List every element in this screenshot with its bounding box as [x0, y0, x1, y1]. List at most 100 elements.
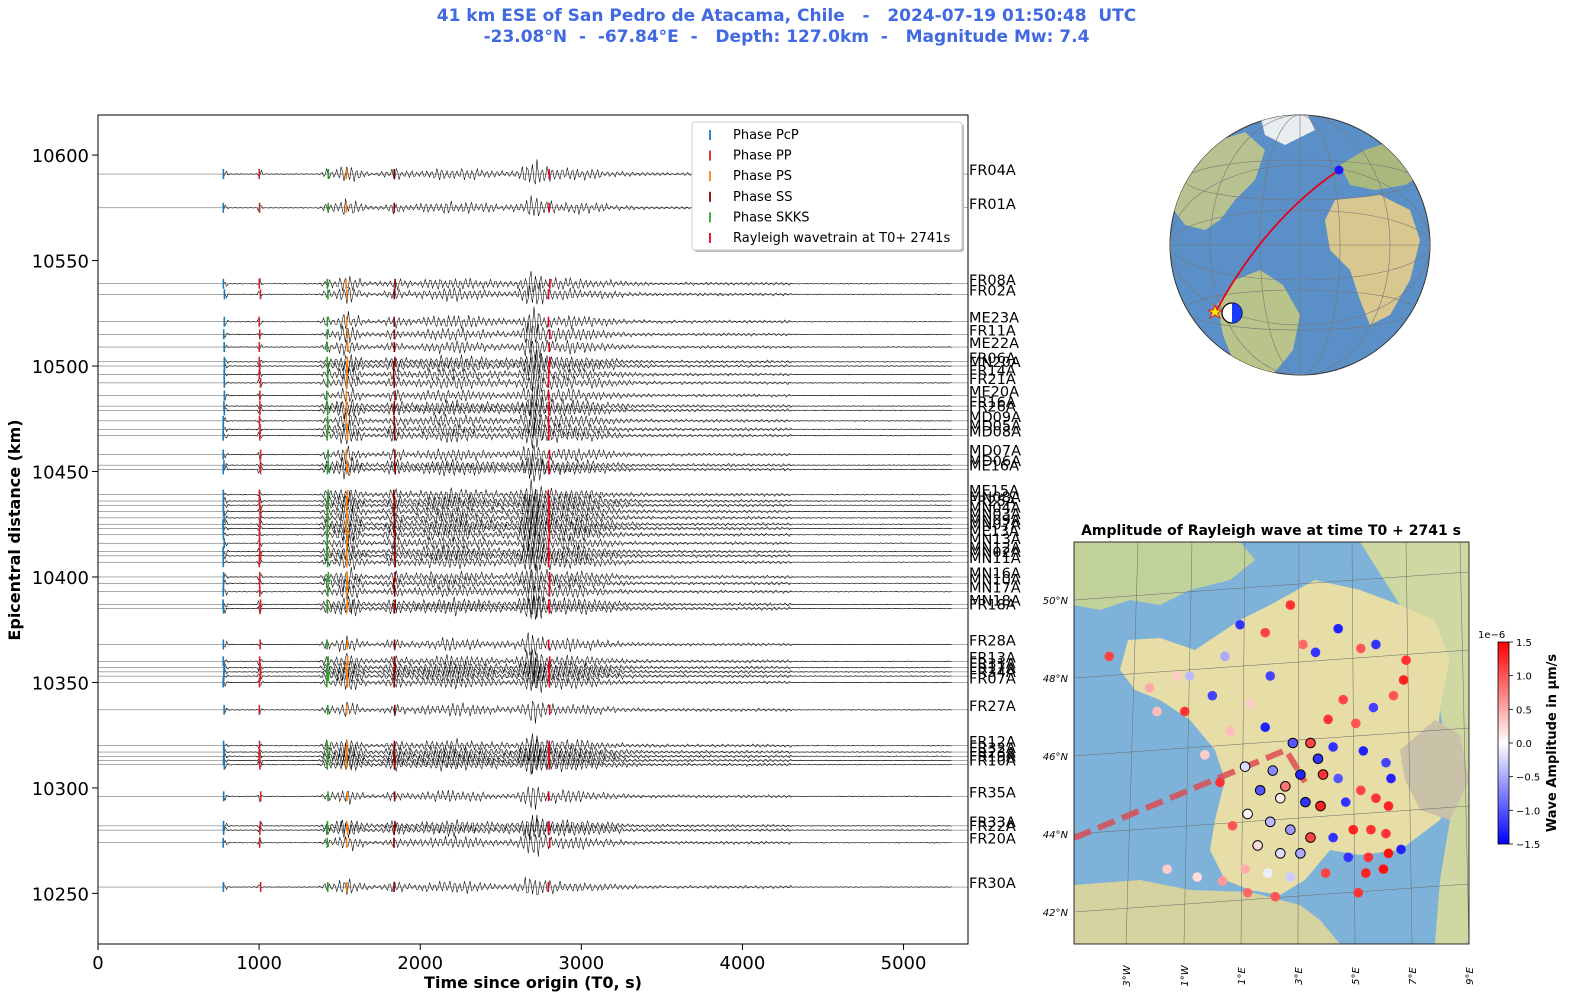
- x-tick-label: 3000: [558, 953, 604, 974]
- seismic-trace: [223, 460, 952, 482]
- focal-mechanism-fill: [1232, 303, 1242, 323]
- station-amplitude-dot: [1348, 824, 1359, 835]
- station-amplitude-dot: [1350, 718, 1361, 729]
- station-label: FR23A: [969, 745, 1016, 761]
- station-label: ME15A: [969, 484, 1019, 500]
- station-amplitude-dot: [1242, 887, 1253, 898]
- y-axis-label: Epicentral distance (km): [5, 419, 24, 640]
- map-frame: [1073, 541, 1470, 945]
- station-label: FR19A: [969, 749, 1016, 765]
- seismic-trace: [223, 511, 952, 540]
- seismic-trace: [223, 281, 952, 305]
- station-label: FR01A: [969, 197, 1016, 213]
- latitude-label: 46°N: [1043, 752, 1069, 763]
- station-amplitude-dot: [1368, 702, 1379, 713]
- station-amplitude-dot: [1315, 800, 1326, 812]
- station-amplitude-dot: [1383, 848, 1394, 859]
- seismic-trace: [223, 444, 952, 467]
- station-label: MN07A: [969, 517, 1021, 533]
- station-label: MN18A: [969, 593, 1021, 609]
- colorbar-tick-label: 0.5: [1516, 705, 1532, 716]
- station-label: FR28A: [969, 633, 1016, 649]
- y-tick-label: 10600: [32, 146, 89, 167]
- seismic-trace: [223, 542, 952, 568]
- station-label: FR11A: [969, 323, 1016, 339]
- seismic-trace: [223, 834, 952, 857]
- station-amplitude-dot: [1383, 801, 1394, 811]
- station-amplitude-dot: [1267, 765, 1279, 776]
- station-label: FR20A: [969, 832, 1016, 848]
- seismic-trace: [223, 321, 952, 350]
- station-label: FR13A: [969, 650, 1016, 666]
- x-tick-label: 4000: [720, 953, 766, 974]
- station-amplitude-dot: [1378, 864, 1389, 874]
- station-label: FR26A: [969, 399, 1016, 415]
- station-label: FR16A: [969, 395, 1016, 411]
- station-amplitude-dot: [1358, 746, 1369, 756]
- station-label: MD08A: [969, 425, 1021, 441]
- x-tick-label: 5000: [881, 953, 927, 974]
- station-amplitude-dot: [1242, 808, 1253, 820]
- seismic-trace: [223, 525, 952, 546]
- seismic-trace: [223, 501, 952, 525]
- station-amplitude-dot: [1353, 887, 1364, 898]
- legend-entry: Phase SS: [733, 190, 792, 205]
- station-label: FR12A: [969, 735, 1016, 751]
- station-amplitude-dot: [1275, 848, 1286, 859]
- station-label: MN08A: [969, 490, 1021, 506]
- station-amplitude-dot: [1310, 647, 1321, 658]
- y-tick-label: 10450: [32, 462, 89, 483]
- station-label: MN04A: [969, 501, 1021, 517]
- seismic-trace: [223, 306, 952, 335]
- station-label: FR17A: [969, 661, 1016, 677]
- y-tick-label: 10500: [32, 357, 89, 378]
- station-label: FR07A: [969, 671, 1016, 687]
- station-amplitude-dot: [1162, 864, 1172, 874]
- station-amplitude-dot: [1356, 643, 1366, 654]
- station-amplitude-dot: [1260, 627, 1271, 638]
- colorbar-tick-label: −1.0: [1516, 806, 1540, 817]
- station-amplitude-dot: [1275, 792, 1286, 804]
- legend-entry: Phase PcP: [733, 128, 799, 143]
- latitude-label: 44°N: [1043, 830, 1069, 841]
- station-amplitude-dot: [1200, 750, 1210, 760]
- seismic-trace: [223, 743, 952, 765]
- x-axis-label: Time since origin (T0, s): [424, 973, 642, 992]
- station-label: FR33A: [969, 815, 1016, 831]
- seismic-trace: [223, 594, 952, 620]
- station-amplitude-dot: [1295, 848, 1306, 859]
- y-tick-label: 10250: [32, 884, 89, 905]
- seismic-trace: [223, 354, 952, 376]
- colorbar-tick-label: 0.0: [1516, 739, 1532, 750]
- seismic-trace: [223, 564, 952, 592]
- station-amplitude-dot: [1363, 852, 1374, 863]
- seismic-trace: [223, 739, 952, 763]
- station-label: FR22A: [969, 819, 1016, 835]
- alps-relief: [1400, 720, 1469, 820]
- station-label: FR10A: [969, 754, 1016, 770]
- colorbar: [1497, 641, 1510, 845]
- station-amplitude-dot: [1305, 737, 1316, 749]
- station-label: ME16A: [969, 458, 1019, 474]
- station-amplitude-dot: [1264, 816, 1276, 828]
- station-label: ME23A: [969, 311, 1019, 327]
- seismic-trace: [223, 814, 952, 839]
- figure-title-line-2: -23.08°N - -67.84°E - Depth: 127.0km - M…: [483, 27, 1090, 47]
- station-amplitude-dot: [1217, 876, 1228, 886]
- seismic-trace: [223, 373, 952, 399]
- seismic-trace: [223, 421, 952, 449]
- station-amplitude-dot: [1220, 651, 1230, 662]
- station-amplitude-dot: [1184, 671, 1195, 681]
- legend-entry: Rayleigh wavetrain at T0+ 2741s: [733, 231, 950, 246]
- colorbar-tick-label: 1.5: [1516, 638, 1532, 649]
- station-amplitude-dot: [1239, 761, 1251, 772]
- y-tick-label: 10300: [32, 779, 89, 800]
- station-label: FR02A: [969, 283, 1016, 299]
- station-label: ME13A: [969, 524, 1019, 540]
- station-amplitude-dot: [1398, 675, 1409, 685]
- station-amplitude-dot: [1235, 619, 1245, 630]
- globe-inset: [1169, 114, 1431, 376]
- station-amplitude-dot: [1381, 757, 1391, 768]
- seismic-trace: [223, 876, 952, 896]
